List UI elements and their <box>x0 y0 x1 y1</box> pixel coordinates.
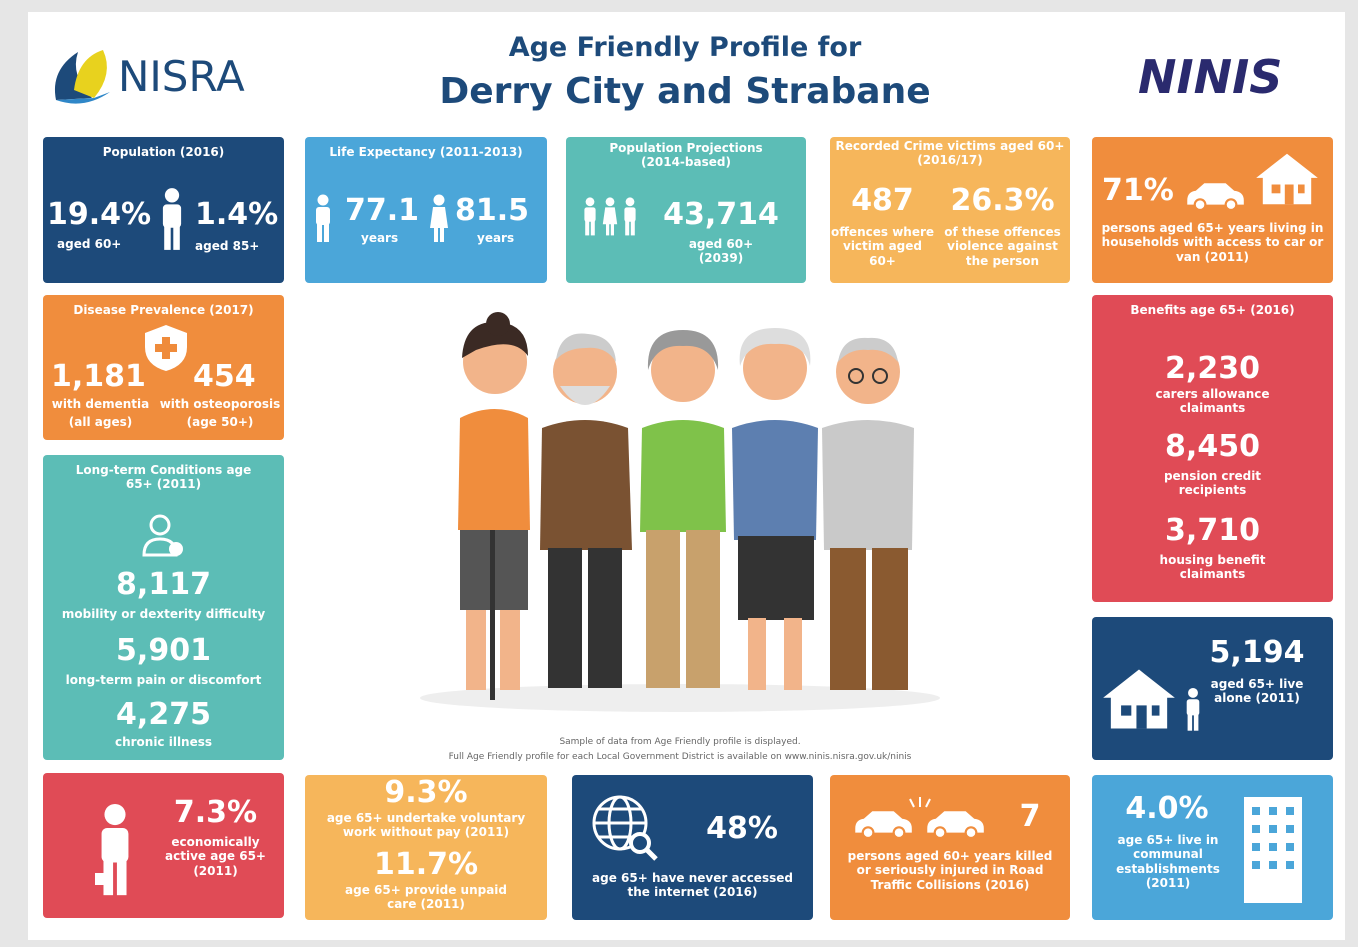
stat-label: housing benefit claimants <box>1152 553 1273 582</box>
stat-label: age 65+ undertake voluntary work without… <box>319 811 533 840</box>
stat-label: aged 65+ live alone (2011) <box>1207 677 1307 706</box>
stat-value: 43,714 <box>656 197 786 233</box>
stat-value: 11.7% <box>305 847 547 883</box>
car-icon <box>1182 179 1248 211</box>
stat-label: with dementia <box>43 397 158 411</box>
stat-value: 1.4% <box>195 197 278 233</box>
stat-label: long-term pain or discomfort <box>43 673 284 687</box>
people-icon <box>582 195 640 239</box>
stat-value: 4,275 <box>43 697 284 733</box>
stat-label: of these offences violence against the p… <box>935 225 1070 268</box>
stat-value: 7 <box>1010 799 1050 835</box>
stat-value: 9.3% <box>305 775 547 811</box>
communal-tile: 4.0% age 65+ live in communal establishm… <box>1092 775 1333 920</box>
stat-value: 487 <box>830 183 935 219</box>
house-icon <box>1100 667 1178 731</box>
female-icon <box>429 189 449 249</box>
stat-label: age 65+ have never accessed the internet… <box>582 871 803 900</box>
alone-tile: 5,194 aged 65+ live alone (2011) <box>1092 617 1333 760</box>
internet-tile: 48% age 65+ have never accessed the inte… <box>572 775 813 920</box>
stat-label: offences where victim aged 60+ <box>830 225 935 268</box>
stat-label: age 65+ live in communal establishments … <box>1098 833 1238 891</box>
tile-title: Life Expectancy (2011-2013) <box>313 145 539 159</box>
subtitle: Derry City and Strabane <box>400 70 970 113</box>
person-icon <box>1184 687 1202 733</box>
stat-value: 8,450 <box>1092 429 1333 465</box>
life-expectancy-tile: Life Expectancy (2011-2013) 77.1 years 8… <box>305 137 547 283</box>
stat-value: 81.5 <box>455 193 529 229</box>
left-logo: NISRA <box>118 52 245 102</box>
nisra-logo-mark <box>48 40 118 110</box>
stat-label: chronic illness <box>43 735 284 749</box>
stat-label: aged 85+ <box>195 239 259 253</box>
male-icon <box>313 189 333 249</box>
right-logo: NINIS <box>1138 50 1282 105</box>
stat-label: persons aged 65+ years living in househo… <box>1100 221 1325 264</box>
globe-icon <box>588 791 660 863</box>
footnote: Full Age Friendly profile for each Local… <box>330 752 1030 763</box>
stat-value: 48% <box>682 811 802 847</box>
stat-label: age 65+ provide unpaid care (2011) <box>345 883 507 912</box>
person-icon <box>159 185 185 255</box>
shield-icon <box>143 323 189 373</box>
stat-value: 5,901 <box>43 633 284 669</box>
stat-label: economically active age 65+ (2011) <box>153 835 278 878</box>
stat-value: 71% <box>1102 173 1174 209</box>
stat-label: aged 60+ (2039) <box>686 237 756 266</box>
people-illustration <box>410 300 950 720</box>
page: NISRA Age Friendly Profile for Derry Cit… <box>0 0 1358 947</box>
stat-note: (age 50+) <box>155 415 284 429</box>
stat-label: years <box>477 231 514 245</box>
stat-value: 8,117 <box>43 567 284 603</box>
house-icon <box>1254 151 1320 207</box>
stat-label: aged 60+ <box>57 237 121 251</box>
car-tile: 71% persons aged 65+ years living in hou… <box>1092 137 1333 283</box>
stat-label: persons aged 60+ years killed or serious… <box>844 849 1056 892</box>
stat-value: 4.0% <box>1102 791 1232 827</box>
stat-value: 19.4% <box>47 197 151 233</box>
tile-title: Benefits age 65+ (2016) <box>1100 303 1325 317</box>
stat-value: 2,230 <box>1092 351 1333 387</box>
population-tile: Population (2016) 19.4% aged 60+ 1.4% ag… <box>43 137 284 283</box>
tile-title: Disease Prevalence (2017) <box>51 303 276 317</box>
tile-title: Population Projections (2014-based) <box>596 141 776 170</box>
stat-label: with osteoporosis <box>155 397 284 411</box>
title: Age Friendly Profile for <box>400 32 970 64</box>
stat-label: carers allowance claimants <box>1147 387 1278 416</box>
crime-tile: Recorded Crime victims aged 60+ (2016/17… <box>830 137 1070 283</box>
collision-icon <box>850 795 990 839</box>
stat-value: 5,194 <box>1192 635 1322 671</box>
stat-value: 454 <box>193 359 256 395</box>
tile-title: Recorded Crime victims aged 60+ (2016/17… <box>834 139 1066 168</box>
conditions-tile: Long-term Conditions age 65+ (2011) 8,11… <box>43 455 284 760</box>
stat-label: mobility or dexterity difficulty <box>43 607 284 621</box>
person-pin-icon <box>138 511 188 561</box>
stat-value: 3,710 <box>1092 513 1333 549</box>
stat-value: 7.3% <box>153 795 278 831</box>
tile-title: Population (2016) <box>51 145 276 159</box>
stat-value: 77.1 <box>345 193 419 229</box>
stat-label: years <box>361 231 398 245</box>
footnote: Sample of data from Age Friendly profile… <box>380 737 980 748</box>
benefits-tile: Benefits age 65+ (2016) 2,230 carers all… <box>1092 295 1333 602</box>
economic-tile: 7.3% economically active age 65+ (2011) <box>43 773 284 918</box>
carers-tile: 9.3% age 65+ undertake voluntary work wi… <box>305 775 547 920</box>
tile-title: Long-term Conditions age 65+ (2011) <box>73 463 254 492</box>
disease-tile: Disease Prevalence (2017) 1,181 with dem… <box>43 295 284 440</box>
worker-icon <box>95 803 135 899</box>
stat-value: 26.3% <box>935 183 1070 219</box>
collisions-tile: 7 persons aged 60+ years killed or serio… <box>830 775 1070 920</box>
stat-value: 1,181 <box>51 359 146 395</box>
projections-tile: Population Projections (2014-based) 43,7… <box>566 137 806 283</box>
stat-note: (all ages) <box>43 415 158 429</box>
stat-label: pension credit recipients <box>1157 469 1268 498</box>
building-icon <box>1240 795 1306 905</box>
